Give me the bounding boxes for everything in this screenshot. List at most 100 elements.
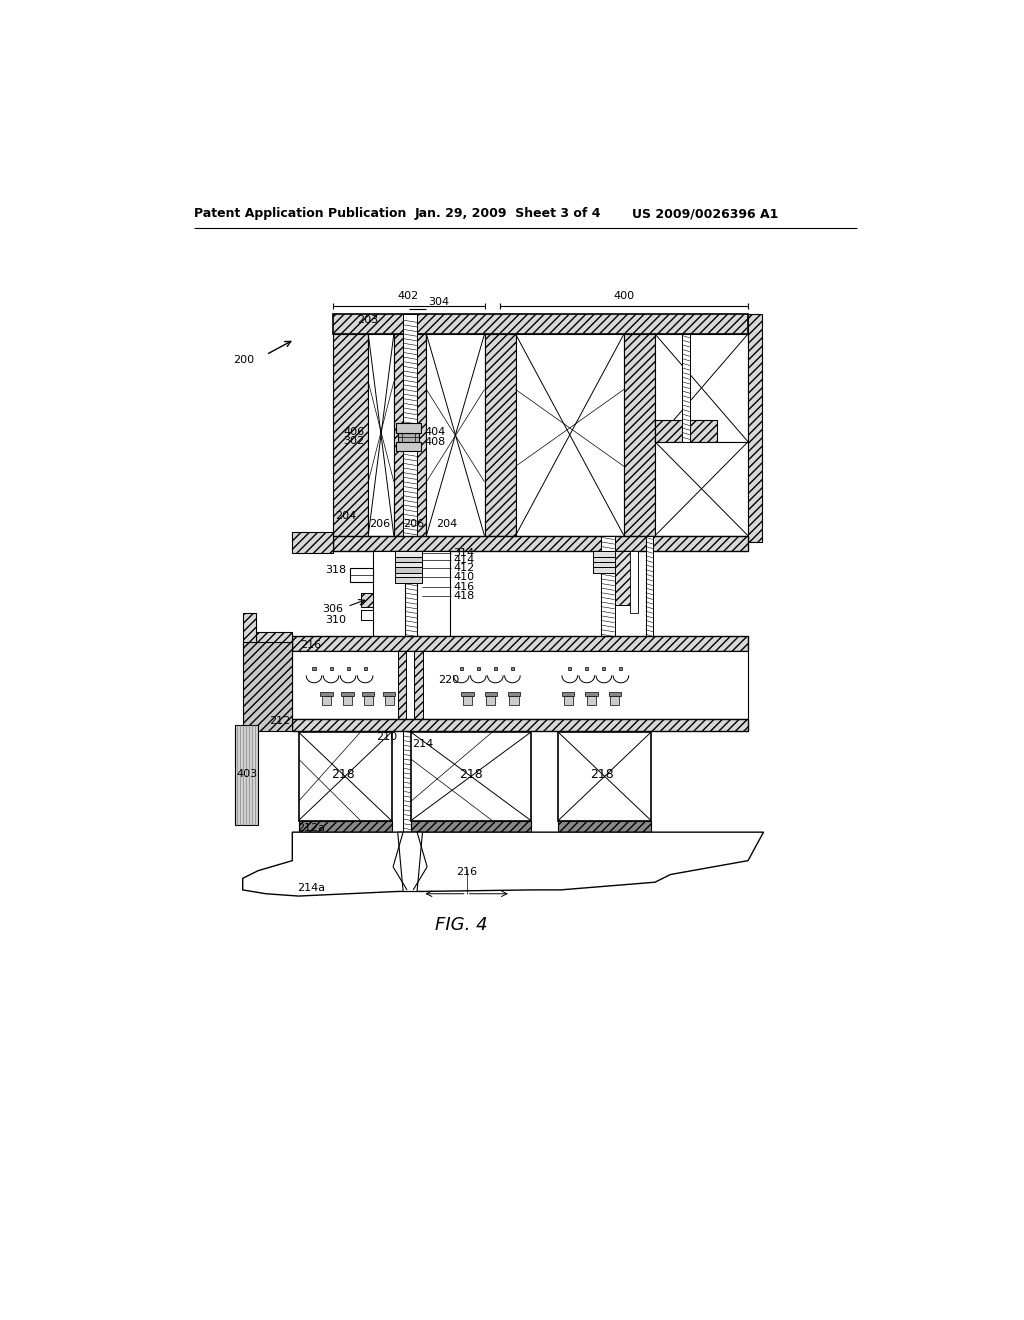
Bar bbox=[614, 552, 638, 605]
Bar bbox=[341, 692, 353, 696]
Bar bbox=[292, 532, 334, 553]
Bar bbox=[610, 696, 620, 705]
Bar bbox=[243, 642, 292, 731]
Text: 402: 402 bbox=[398, 290, 419, 301]
Bar bbox=[299, 733, 391, 821]
Bar bbox=[511, 667, 514, 671]
Bar bbox=[515, 334, 624, 536]
Text: 210: 210 bbox=[377, 733, 397, 742]
Text: 304: 304 bbox=[428, 297, 450, 308]
Bar bbox=[356, 832, 366, 840]
Bar bbox=[562, 692, 574, 696]
Polygon shape bbox=[243, 832, 764, 896]
Text: 216: 216 bbox=[456, 867, 477, 876]
Bar bbox=[601, 536, 614, 829]
Bar bbox=[292, 636, 748, 651]
Bar bbox=[598, 840, 604, 845]
Bar bbox=[593, 562, 623, 566]
Text: 204: 204 bbox=[436, 519, 458, 529]
Text: 204: 204 bbox=[336, 511, 356, 521]
Bar bbox=[630, 552, 638, 612]
Text: 306: 306 bbox=[323, 603, 343, 614]
Bar bbox=[403, 314, 417, 884]
Bar bbox=[460, 667, 463, 671]
Bar bbox=[484, 334, 515, 536]
Text: 418: 418 bbox=[454, 591, 475, 601]
Text: 218: 218 bbox=[459, 768, 482, 781]
Bar bbox=[568, 667, 571, 671]
Text: 206: 206 bbox=[370, 519, 390, 529]
Bar bbox=[586, 667, 589, 671]
Bar bbox=[597, 832, 606, 840]
Text: FIG. 4: FIG. 4 bbox=[435, 916, 487, 935]
Bar bbox=[593, 557, 623, 562]
Bar bbox=[411, 821, 531, 832]
Bar bbox=[321, 692, 333, 696]
Bar bbox=[330, 667, 333, 671]
Text: Jan. 29, 2009  Sheet 3 of 4: Jan. 29, 2009 Sheet 3 of 4 bbox=[415, 207, 601, 220]
Bar bbox=[461, 692, 474, 696]
Polygon shape bbox=[397, 832, 423, 891]
Bar bbox=[508, 692, 520, 696]
Bar bbox=[322, 696, 331, 705]
Bar bbox=[256, 632, 292, 655]
Bar bbox=[385, 696, 394, 705]
Bar bbox=[394, 334, 426, 536]
Bar bbox=[395, 562, 422, 566]
Bar bbox=[292, 651, 748, 719]
Bar bbox=[494, 667, 497, 671]
Bar bbox=[486, 696, 496, 705]
Bar bbox=[414, 651, 423, 719]
Bar bbox=[484, 832, 494, 840]
Bar bbox=[330, 832, 339, 840]
Bar bbox=[624, 334, 655, 536]
Bar bbox=[587, 696, 596, 705]
Text: 410: 410 bbox=[454, 572, 475, 582]
Bar bbox=[395, 552, 422, 557]
Bar bbox=[579, 840, 586, 845]
Text: 318: 318 bbox=[326, 565, 346, 574]
Bar bbox=[364, 667, 367, 671]
Text: 302: 302 bbox=[343, 436, 365, 446]
Text: 403: 403 bbox=[236, 770, 257, 779]
Bar bbox=[383, 692, 395, 696]
Text: 212: 212 bbox=[269, 715, 291, 726]
Bar bbox=[461, 832, 471, 840]
Bar bbox=[463, 840, 469, 845]
Bar bbox=[608, 692, 621, 696]
Text: 212a: 212a bbox=[298, 824, 326, 833]
Bar bbox=[463, 696, 472, 705]
Bar bbox=[334, 314, 748, 334]
Text: 408: 408 bbox=[424, 437, 445, 446]
Text: 404: 404 bbox=[424, 426, 445, 437]
Text: 218: 218 bbox=[591, 768, 614, 781]
Bar bbox=[438, 832, 447, 840]
Text: 214a: 214a bbox=[298, 883, 326, 894]
Bar bbox=[671, 442, 701, 536]
Bar bbox=[234, 725, 258, 825]
Bar bbox=[364, 696, 373, 705]
Text: 216: 216 bbox=[300, 640, 322, 649]
Text: 314: 314 bbox=[454, 548, 475, 557]
Bar bbox=[655, 442, 748, 536]
Bar bbox=[395, 557, 422, 562]
Bar bbox=[373, 552, 406, 644]
Bar bbox=[439, 840, 445, 845]
Bar bbox=[486, 840, 493, 845]
Text: 214: 214 bbox=[413, 739, 434, 748]
Text: 416: 416 bbox=[454, 582, 475, 591]
Bar bbox=[362, 692, 375, 696]
Bar bbox=[292, 719, 748, 731]
Bar bbox=[477, 667, 480, 671]
Text: US 2009/0026396 A1: US 2009/0026396 A1 bbox=[632, 207, 778, 220]
Bar bbox=[312, 667, 315, 671]
Bar bbox=[646, 536, 653, 729]
Bar bbox=[343, 696, 352, 705]
Bar bbox=[655, 334, 748, 442]
Text: Patent Application Publication: Patent Application Publication bbox=[194, 207, 407, 220]
Bar bbox=[593, 552, 623, 557]
Bar bbox=[369, 334, 394, 536]
Bar bbox=[586, 692, 598, 696]
Bar bbox=[558, 733, 651, 821]
Bar bbox=[397, 651, 407, 719]
